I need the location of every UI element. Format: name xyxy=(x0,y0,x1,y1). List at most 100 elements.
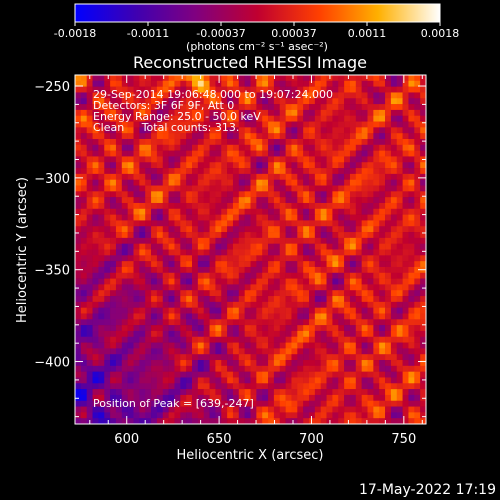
heatmap-cell xyxy=(408,243,415,250)
heatmap-cell xyxy=(139,75,146,82)
heatmap-cell xyxy=(273,406,281,413)
heatmap-cell xyxy=(244,418,251,424)
heatmap-cell xyxy=(256,249,263,256)
heatmap-cell xyxy=(110,208,117,215)
heatmap-cell xyxy=(379,115,386,122)
heatmap-cell xyxy=(385,226,392,233)
heatmap-cell xyxy=(279,278,286,285)
heatmap-cell xyxy=(238,168,245,175)
heatmap-cell xyxy=(332,185,339,192)
heatmap-cell xyxy=(408,249,415,256)
heatmap-cell xyxy=(291,400,298,407)
heatmap-cell xyxy=(320,109,327,117)
heatmap-cell xyxy=(273,336,281,343)
heatmap-cell xyxy=(110,418,117,424)
colorbar-units: (photons cm⁻² s⁻¹ asec⁻²) xyxy=(186,40,328,53)
heatmap-cell xyxy=(390,232,398,239)
heatmap-cell xyxy=(139,394,146,402)
heatmap-cell xyxy=(174,220,181,227)
heatmap-cell xyxy=(80,272,87,279)
heatmap-cell xyxy=(379,202,386,210)
heatmap-cell xyxy=(338,243,345,250)
heatmap-cell xyxy=(203,412,210,419)
heatmap-cell xyxy=(344,255,351,262)
heatmap-cell xyxy=(297,208,304,215)
heatmap-cell xyxy=(232,418,240,424)
heatmap-cell xyxy=(203,162,210,169)
heatmap-cell xyxy=(273,319,281,326)
heatmap-cell xyxy=(139,389,146,396)
heatmap-cell xyxy=(104,266,111,274)
heatmap-cell xyxy=(75,162,82,169)
heatmap-cell xyxy=(115,319,123,326)
heatmap-cell xyxy=(197,86,204,93)
heatmap-cell xyxy=(303,296,310,303)
heatmap-cell xyxy=(297,226,304,233)
heatmap-cell xyxy=(309,185,316,192)
heatmap-cell xyxy=(80,144,87,151)
heatmap-cell xyxy=(320,336,327,343)
heatmap-cell xyxy=(273,418,281,424)
heatmap-cell xyxy=(344,325,351,332)
heatmap-cell xyxy=(332,138,339,146)
heatmap-cell xyxy=(332,179,339,186)
heatmap-cell xyxy=(168,412,175,419)
heatmap-cell xyxy=(320,278,327,285)
heatmap-cell xyxy=(127,98,134,105)
heatmap-cell xyxy=(110,371,117,378)
heatmap-cell xyxy=(314,86,321,93)
heatmap-cell xyxy=(361,418,368,424)
heatmap-cell xyxy=(227,383,234,390)
heatmap-cell xyxy=(104,115,111,122)
heatmap-cell xyxy=(197,389,204,396)
heatmap-cell xyxy=(402,138,409,146)
heatmap-cell xyxy=(75,214,82,221)
heatmap-cell xyxy=(250,92,257,99)
heatmap-cell xyxy=(197,383,204,390)
heatmap-cell xyxy=(115,197,123,204)
heatmap-cell xyxy=(309,232,316,239)
heatmap-cell xyxy=(344,156,351,163)
heatmap-cell xyxy=(262,255,269,262)
heatmap-cell xyxy=(115,412,123,419)
heatmap-cell xyxy=(75,208,82,215)
heatmap-cell xyxy=(262,406,269,413)
heatmap-cell xyxy=(162,214,169,221)
heatmap-cell xyxy=(244,255,251,262)
heatmap-cell xyxy=(402,232,409,239)
heatmap-cell xyxy=(156,400,164,407)
heatmap-cell xyxy=(80,80,87,87)
heatmap-cell xyxy=(180,418,187,424)
heatmap-cell xyxy=(344,127,351,134)
heatmap-cell xyxy=(390,185,398,192)
heatmap-cell xyxy=(408,266,415,274)
heatmap-cell xyxy=(268,371,275,378)
colorbar-frame xyxy=(74,3,441,23)
heatmap-cell xyxy=(110,290,117,297)
heatmap-cell xyxy=(209,138,216,146)
heatmap-cell xyxy=(145,133,152,140)
heatmap-cell xyxy=(256,179,263,186)
heatmap-cell xyxy=(186,202,193,210)
heatmap-cell xyxy=(121,266,128,274)
heatmap-cell xyxy=(139,272,146,279)
heatmap-cell xyxy=(215,185,222,192)
heatmap-cell xyxy=(244,197,251,204)
heatmap-cell xyxy=(402,162,409,169)
heatmap-cell xyxy=(192,144,199,151)
heatmap-cell xyxy=(203,185,210,192)
heatmap-cell xyxy=(145,301,152,308)
heatmap-cell xyxy=(80,313,87,320)
heatmap-cell xyxy=(420,377,426,384)
heatmap-cell xyxy=(151,185,158,192)
heatmap-cell xyxy=(367,330,374,338)
heatmap-cell xyxy=(110,383,117,390)
heatmap-cell xyxy=(215,92,222,99)
heatmap-cell xyxy=(344,342,351,349)
heatmap-cell xyxy=(262,104,269,111)
heatmap-cell xyxy=(244,348,251,355)
heatmap-cell xyxy=(373,389,380,396)
heatmap-cell xyxy=(385,319,392,326)
heatmap-cell xyxy=(80,156,87,163)
heatmap-cell xyxy=(361,319,368,326)
